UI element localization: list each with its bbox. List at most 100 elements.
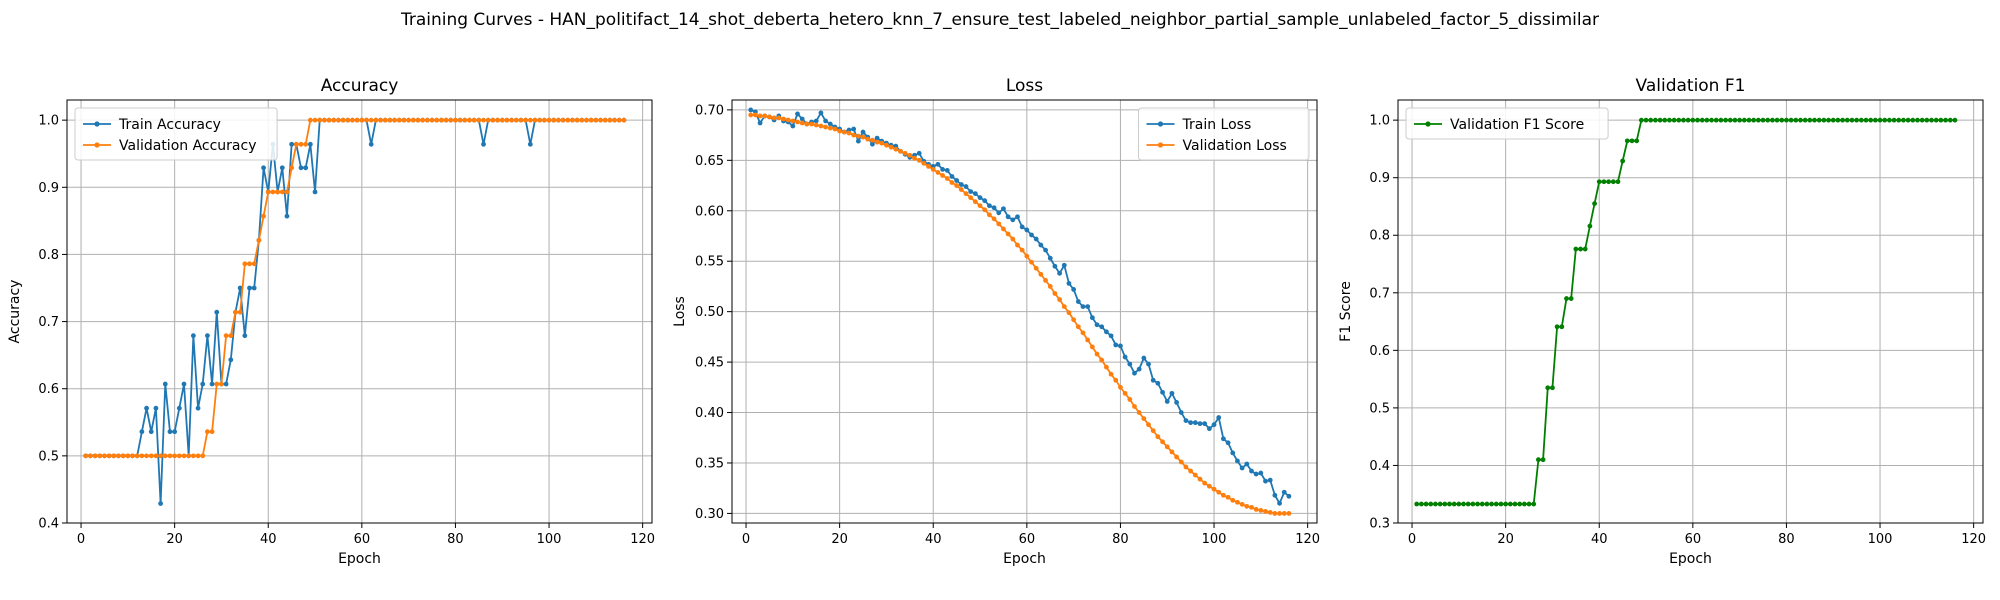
f1-data-point	[1629, 138, 1635, 144]
f1-data-point	[1578, 246, 1583, 252]
loss-ytick-label: 0.30	[695, 507, 724, 522]
accuracy-data-point	[298, 165, 304, 171]
accuracy-data-point	[574, 117, 580, 123]
accuracy-ytick-label: 0.4	[38, 517, 59, 532]
loss-data-point	[1281, 489, 1287, 495]
f1-xtick-label: 40	[1591, 532, 1608, 547]
accuracy-data-point	[303, 141, 309, 147]
f1-legend-marker	[1425, 121, 1431, 127]
accuracy-data-point	[195, 405, 201, 411]
loss-data-point	[1277, 500, 1282, 506]
loss-data-point	[1104, 329, 1109, 335]
loss-data-point	[1075, 324, 1081, 330]
loss-xtick-label: 60	[1019, 532, 1036, 547]
accuracy-legend-label: Train Accuracy	[118, 117, 221, 133]
accuracy-data-point	[392, 117, 397, 123]
loss-data-point	[1253, 506, 1259, 512]
loss-data-point	[762, 113, 768, 119]
loss-xtick-label: 20	[831, 532, 848, 547]
loss-data-point	[1015, 242, 1020, 248]
loss-data-point	[1127, 361, 1133, 367]
loss-data-point	[1225, 440, 1231, 446]
loss-data-point	[1244, 461, 1250, 467]
accuracy-data-point	[396, 117, 402, 123]
accuracy-data-point	[289, 165, 295, 171]
f1-data-point	[1807, 117, 1813, 123]
loss-data-point	[1038, 242, 1044, 248]
accuracy-data-point	[148, 453, 154, 459]
accuracy-data-point	[340, 117, 346, 123]
accuracy-data-point	[373, 117, 379, 123]
loss-xtick-label: 0	[742, 532, 750, 547]
f1-data-point	[1919, 117, 1925, 123]
loss-data-point	[1286, 493, 1292, 499]
loss-data-point	[1099, 324, 1105, 330]
loss-data-point	[1052, 291, 1058, 296]
accuracy-data-point	[214, 381, 220, 387]
f1-data-point	[1475, 501, 1480, 507]
accuracy-data-point	[209, 381, 215, 387]
loss-data-point	[1089, 315, 1095, 321]
accuracy-ytick-label: 0.7	[38, 315, 59, 330]
loss-data-point	[1033, 265, 1039, 271]
accuracy-data-point	[181, 381, 187, 387]
accuracy-data-point	[293, 141, 299, 147]
accuracy-data-point	[205, 333, 210, 339]
loss-series-line	[750, 114, 1289, 515]
accuracy-data-point	[345, 117, 351, 123]
loss-series-line	[750, 109, 1290, 505]
loss-data-point	[996, 221, 1002, 227]
f1-data-point	[1877, 117, 1883, 123]
accuracy-data-point	[303, 165, 309, 171]
loss-data-point	[1211, 422, 1217, 428]
loss-data-point	[1029, 259, 1034, 265]
loss-data-point	[949, 174, 955, 179]
loss-data-point	[870, 137, 875, 143]
accuracy-data-point	[242, 333, 248, 339]
accuracy-xtick-label: 60	[354, 532, 371, 547]
loss-data-point	[1188, 468, 1194, 474]
loss-data-point	[757, 113, 763, 119]
f1-ytick-label: 0.7	[1369, 286, 1390, 301]
f1-data-point	[1924, 117, 1930, 123]
f1-data-point	[1419, 501, 1424, 507]
loss-data-point	[1061, 304, 1067, 310]
f1-data-point	[1587, 223, 1593, 229]
accuracy-data-point	[134, 453, 140, 459]
accuracy-data-point	[247, 261, 252, 267]
f1-data-point	[1489, 501, 1494, 507]
loss-data-point	[958, 182, 964, 187]
accuracy-data-point	[153, 405, 159, 411]
accuracy-xtick-label: 80	[447, 532, 464, 547]
loss-data-point	[855, 138, 861, 144]
accuracy-data-point	[158, 453, 164, 459]
accuracy-series-2	[83, 117, 627, 459]
accuracy-data-point	[261, 165, 266, 171]
f1-data-point	[1802, 117, 1808, 123]
accuracy-data-point	[270, 189, 276, 195]
loss-ytick-label: 0.50	[695, 305, 724, 320]
f1-data-point	[1507, 501, 1513, 507]
loss-data-point	[1113, 342, 1119, 348]
accuracy-data-point	[513, 117, 519, 123]
loss-data-point	[1071, 287, 1077, 292]
f1-data-point	[1695, 117, 1700, 123]
accuracy-data-point	[195, 453, 201, 459]
loss-data-point	[748, 107, 754, 113]
loss-data-point	[1029, 232, 1034, 238]
f1-legend-box	[1405, 107, 1609, 140]
f1-ytick-label: 0.4	[1369, 459, 1390, 474]
accuracy-data-point	[247, 285, 252, 291]
loss-data-point	[860, 134, 866, 140]
accuracy-data-point	[401, 117, 407, 123]
accuracy-data-point	[322, 117, 327, 123]
f1-data-point	[1723, 117, 1728, 123]
loss-data-point	[940, 167, 945, 172]
accuracy-data-point	[579, 117, 585, 123]
f1-data-point	[1643, 117, 1649, 123]
f1-data-point	[1901, 117, 1906, 123]
f1-data-point	[1503, 501, 1509, 507]
accuracy-data-point	[265, 189, 271, 195]
f1-data-point	[1784, 117, 1789, 123]
